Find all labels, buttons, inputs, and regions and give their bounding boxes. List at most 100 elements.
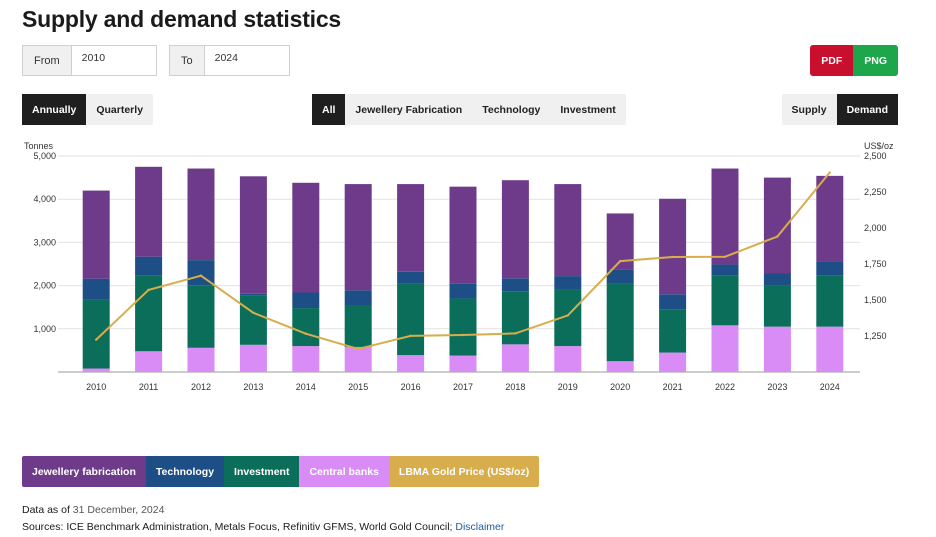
supply-demand-chart: 1,000 2,000 3,000 4,000 5,000 1,250 1,500 1,750… xyxy=(24,141,894,392)
bar-segment-central-banks xyxy=(292,346,320,372)
x-tick-label: 2017 xyxy=(453,382,473,392)
y-left-tick-label: 2,000 xyxy=(33,281,56,291)
bar-segment-investment xyxy=(816,275,844,327)
bar-segment-technology xyxy=(344,290,372,306)
y-right-tick-label: 1,500 xyxy=(864,295,887,305)
bar-segment-central-banks xyxy=(554,346,582,372)
from-label: From xyxy=(22,45,71,76)
from-year-input[interactable]: 2010 xyxy=(70,45,157,76)
gold-price-point xyxy=(147,288,150,292)
legend-jewellery-fabrication[interactable]: Jewellery fabrication xyxy=(22,456,146,487)
bar-segment-investment xyxy=(763,285,791,327)
range-to-field[interactable]: To 2024 xyxy=(169,45,290,76)
y-right-tick-label: 2,250 xyxy=(864,187,887,197)
x-tick-label: 2011 xyxy=(139,382,158,392)
x-tick-label: 2012 xyxy=(191,382,211,392)
bar-segment-central-banks xyxy=(344,346,372,372)
sources-text: Sources: ICE Benchmark Administration, M… xyxy=(22,521,453,533)
mode-toggle: Supply Demand xyxy=(781,94,898,125)
tab-demand[interactable]: Demand xyxy=(836,94,898,125)
bar-segment-central-banks xyxy=(501,344,529,372)
disclaimer-link[interactable]: Disclaimer xyxy=(455,521,505,533)
bar-segment-investment xyxy=(397,283,425,356)
bar-segment-technology xyxy=(816,261,844,276)
bar-segment-central-banks xyxy=(606,361,634,372)
bar-segment-central-banks xyxy=(239,344,267,372)
tab-annually[interactable]: Annually xyxy=(22,94,87,125)
bar-segment-central-banks xyxy=(816,326,844,372)
as-of-prefix: Data as of xyxy=(22,504,70,516)
bar-segment-central-banks xyxy=(135,351,163,372)
gold-price-point xyxy=(409,334,412,338)
x-tick-label: 2018 xyxy=(505,382,525,392)
y-left-tick-label: 4,000 xyxy=(33,194,56,204)
legend-gold-price[interactable]: LBMA Gold Price (US$/oz) xyxy=(388,456,540,487)
y-right-tick-label: 1,250 xyxy=(864,331,887,341)
bar-segment-jewellery-fabrication xyxy=(554,184,582,277)
bar-segment-technology xyxy=(397,271,425,284)
bar-segment-investment xyxy=(711,275,739,326)
gold-price-point xyxy=(199,274,203,277)
y-right-tick-label: 1,750 xyxy=(864,259,887,269)
x-tick-label: 2023 xyxy=(767,382,787,392)
y-right-axis-title: US$/oz xyxy=(864,141,894,151)
bar-segment-technology xyxy=(554,276,582,290)
bar-segment-jewellery-fabrication xyxy=(816,175,844,262)
period-toggle: Annually Quarterly xyxy=(22,94,154,125)
gold-price-point xyxy=(252,311,255,315)
bar-segment-technology xyxy=(606,269,634,284)
x-tick-label: 2020 xyxy=(610,382,630,392)
bar-segment-investment xyxy=(449,298,477,356)
y-left-tick-label: 3,000 xyxy=(33,237,56,247)
bar-segment-technology xyxy=(82,278,110,300)
pdf-export-button[interactable]: PDF xyxy=(810,45,854,76)
bar-segment-central-banks xyxy=(187,347,215,372)
bar-segment-jewellery-fabrication xyxy=(135,166,163,257)
bar-segment-central-banks xyxy=(397,355,425,372)
gold-price-point xyxy=(95,338,98,341)
png-export-button[interactable]: PNG xyxy=(853,45,898,76)
bar-segment-jewellery-fabrication xyxy=(711,168,739,265)
x-tick-label: 2014 xyxy=(296,382,316,392)
legend-technology[interactable]: Technology xyxy=(145,456,225,487)
bar-segment-jewellery-fabrication xyxy=(239,176,267,294)
x-tick-label: 2022 xyxy=(715,382,735,392)
x-tick-label: 2013 xyxy=(243,382,263,392)
bar-segment-technology xyxy=(659,294,687,310)
y-right-tick-label: 2,000 xyxy=(864,223,887,233)
bar-segment-central-banks xyxy=(82,368,110,372)
bar-segment-investment xyxy=(606,283,634,362)
bar-segment-jewellery-fabrication xyxy=(501,180,529,279)
tab-supply[interactable]: Supply xyxy=(791,103,827,116)
bar-segment-investment xyxy=(82,299,110,369)
tab-technology[interactable]: Technology xyxy=(482,103,541,116)
y-left-tick-label: 5,000 xyxy=(33,151,56,161)
legend-investment[interactable]: Investment xyxy=(224,456,300,487)
gold-price-point xyxy=(671,255,674,259)
tab-quarterly[interactable]: Quarterly xyxy=(96,103,144,116)
bar-segment-jewellery-fabrication xyxy=(82,190,110,279)
range-from-field[interactable]: From 2010 xyxy=(22,45,157,76)
tab-investment[interactable]: Investment xyxy=(560,103,616,116)
chart-legend: Jewellery fabrication Technology Investm… xyxy=(22,456,540,487)
x-tick-label: 2010 xyxy=(86,382,106,392)
bar-segment-technology xyxy=(135,256,163,276)
x-tick-label: 2016 xyxy=(401,382,421,392)
tab-jewellery-fabrication[interactable]: Jewellery Fabrication xyxy=(355,103,463,116)
to-year-input[interactable]: 2024 xyxy=(203,45,290,76)
gold-price-point xyxy=(304,332,307,335)
bar-segment-investment xyxy=(239,295,267,345)
bar-segment-investment xyxy=(344,305,372,347)
legend-central-banks[interactable]: Central banks xyxy=(299,456,389,487)
y-right-tick-label: 2,500 xyxy=(864,151,887,161)
export-buttons: PDF PNG xyxy=(810,45,898,76)
y-left-tick-label: 1,000 xyxy=(33,324,56,334)
gold-price-point xyxy=(619,259,622,263)
x-tick-label: 2024 xyxy=(820,382,840,392)
tab-all[interactable]: All xyxy=(312,94,346,125)
gold-price-point xyxy=(461,333,465,337)
page-title: Supply and demand statistics xyxy=(22,6,342,32)
bar-segment-jewellery-fabrication xyxy=(292,182,320,293)
x-tick-label: 2021 xyxy=(663,382,683,392)
gold-price-point xyxy=(514,332,517,335)
